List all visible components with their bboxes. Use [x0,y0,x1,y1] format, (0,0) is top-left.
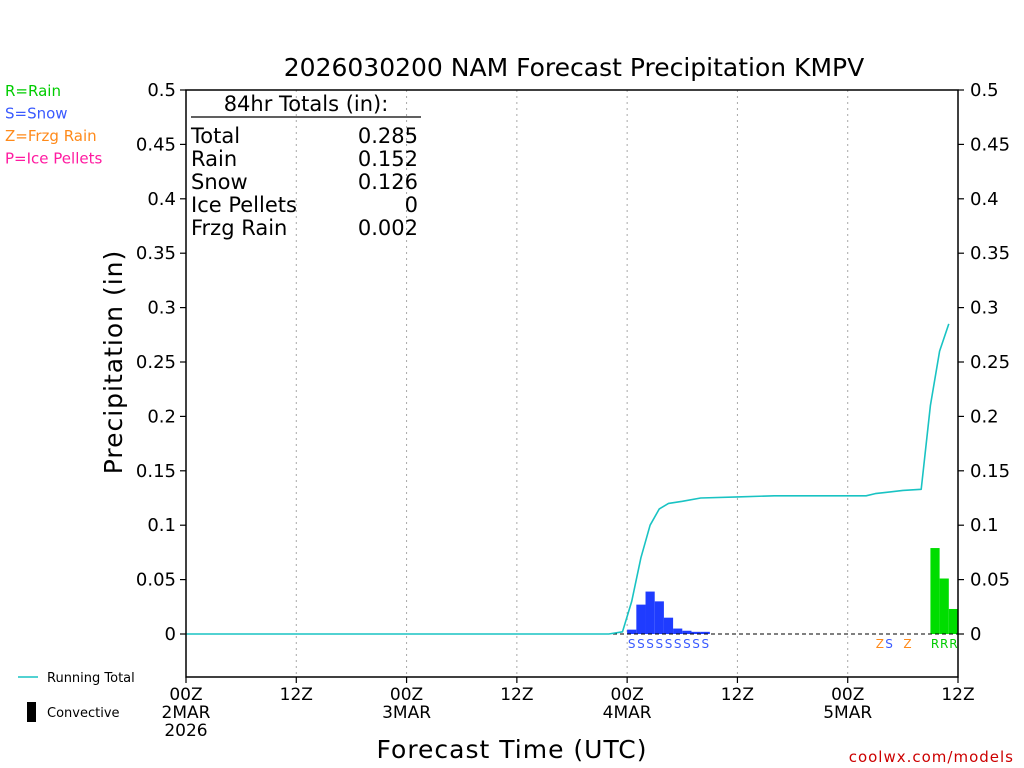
totals-row-label: Frzg Rain [191,216,287,240]
y-tick-label-right: 0.05 [970,570,1010,591]
y-tick-label-right: 0.1 [970,515,999,536]
y-tick-label-right: 0.2 [970,406,999,427]
totals-row-label: Ice Pellets [191,193,297,217]
totals-row-label: Total [190,124,240,148]
running-total-line [186,323,950,635]
x-tick-label: 12Z [280,685,313,705]
totals-row-value: 0.285 [358,124,418,148]
y-tick-label-left: 0.5 [147,80,176,101]
x-tick-label: 12Z [941,685,974,705]
running-total-series [186,323,950,635]
type-marker: R [931,637,939,651]
type-marker: S [674,637,682,651]
y-tick-label-right: 0 [970,624,981,645]
precip-bar-snow [691,631,701,634]
totals-row-value: 0 [405,193,418,217]
x-tick-label: 00Z [169,685,202,705]
type-marker: S [885,637,893,651]
x-tick-label: 2026 [164,721,207,741]
type-marker: R [940,637,948,651]
type-marker: Z [903,637,911,651]
x-axis-label: Forecast Time (UTC) [377,735,648,764]
totals-row-value: 0.126 [358,170,418,194]
totals-row-label: Snow [191,170,248,194]
totals-row-value: 0.002 [358,216,418,240]
precip-bar-rain [939,578,949,634]
y-tick-label-right: 0.25 [970,352,1010,373]
type-legend-item: Z=Frzg Rain [5,127,97,145]
type-marker: S [665,637,673,651]
series-legend-label: Convective [47,706,120,721]
type-marker: S [655,637,663,651]
precip-bar-snow [636,604,646,634]
y-tick-label-right: 0.15 [970,461,1010,482]
precip-bars [627,548,958,634]
plot-frame [185,89,959,678]
x-tick-label: 12Z [500,685,533,705]
type-legend-item: R=Rain [5,82,61,100]
credit-text: coolwx.com/models [849,748,1014,766]
chart-title: 2026030200 NAM Forecast Precipitation KM… [284,53,864,82]
y-tick-label-right: 0.4 [970,189,999,210]
type-marker: R [949,637,957,651]
y-tick-label-left: 0.4 [147,189,176,210]
precip-bar-rain [948,608,958,634]
precip-bar-snow [673,628,683,634]
precip-bar-rain [930,548,940,634]
y-tick-label-left: 0.3 [147,298,176,319]
precip-bar-snow [627,629,637,634]
x-tick-label: 5MAR [823,703,872,723]
type-legend-item: P=Ice Pellets [5,150,102,168]
plot-border [185,89,959,678]
type-marker: S [646,637,654,651]
convective-swatch [27,702,36,722]
x-tick-label: 00Z [831,685,864,705]
y-tick-label-right: 0.45 [970,134,1010,155]
totals-box: 84hr Totals (in): Total 0.285 Rain 0.152 Snow… [190,92,421,240]
y-tick-label-left: 0.25 [136,352,176,373]
grid-lines [295,90,849,677]
x-tick-label: 4MAR [603,703,652,723]
type-marker: S [692,637,700,651]
y-tick-label-right: 0.3 [970,298,999,319]
x-tick-label: 00Z [390,685,423,705]
series-legend: Running Total Convective [18,671,135,722]
totals-row-value: 0.152 [358,147,418,171]
y-tick-label-left: 0.45 [136,134,176,155]
precip-bar-snow [645,591,655,634]
y-tick-label-left: 0.1 [147,515,176,536]
x-tick-label: 3MAR [382,703,431,723]
y-tick-label-left: 0.2 [147,406,176,427]
precip-bar-snow [682,630,692,634]
totals-heading: 84hr Totals (in): [224,92,389,116]
y-tick-label-right: 0.35 [970,243,1010,264]
type-marker: S [628,637,636,651]
y-axis-label: Precipitation (in) [99,250,128,475]
y-tick-label-left: 0 [165,624,176,645]
y-tick-label-left: 0.35 [136,243,176,264]
type-marker: S [637,637,645,651]
x-tick-label: 12Z [721,685,754,705]
y-tick-label-left: 0.15 [136,461,176,482]
x-tick-label: 00Z [611,685,644,705]
precip-bar-snow [663,617,674,634]
y-tick-label-right: 0.5 [970,80,999,101]
totals-row-label: Rain [191,147,237,171]
y-tick-label-left: 0.05 [136,570,176,591]
type-marker: Z [876,637,884,651]
precip-bar-snow [654,601,664,634]
series-legend-label: Running Total [47,671,135,686]
type-legend-item: S=Snow [5,105,68,123]
x-tick-label: 2MAR [162,703,211,723]
y-axis-ticks: 0 0 0.05 0.05 0.1 0.1 0.15 0.15 0.2 0.2 0.25 0.25 0.… [136,80,1010,645]
precip-type-legend: R=Rain S=Snow Z=Frzg Rain P=Ice Pellets [5,82,102,168]
precip-bar-snow [700,631,710,634]
type-marker: S [701,637,709,651]
type-marker: S [683,637,691,651]
